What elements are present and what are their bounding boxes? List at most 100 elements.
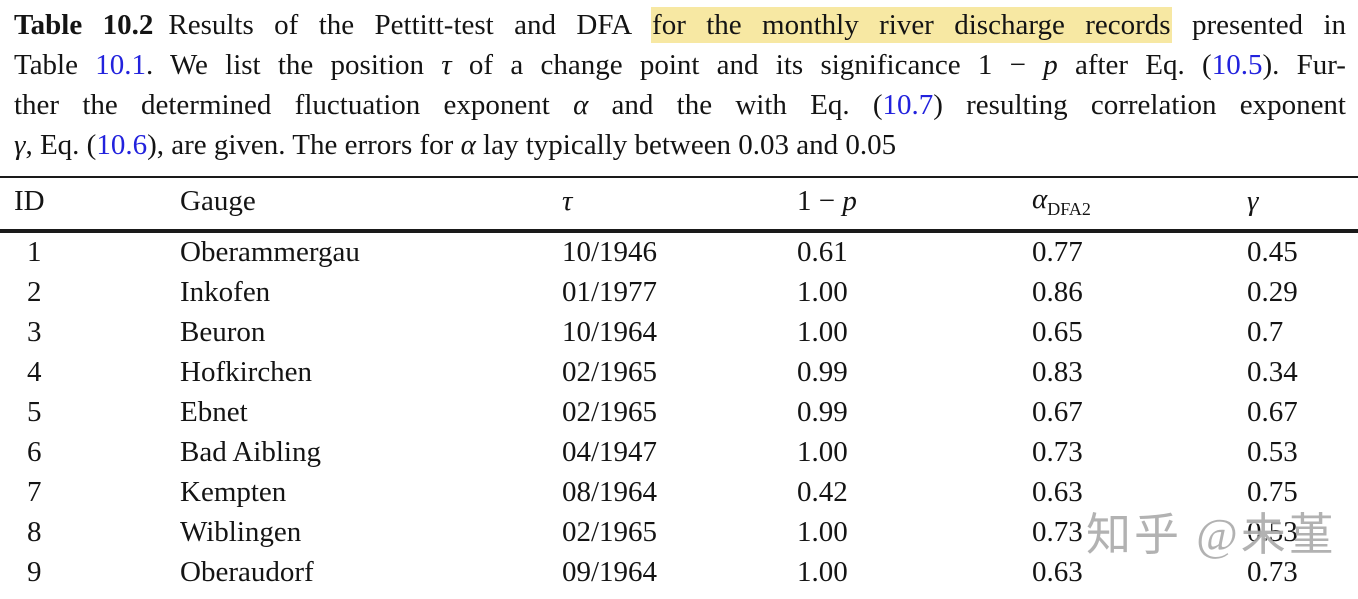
table-cell: 0.86 xyxy=(1032,276,1083,309)
caption-line-4: γ, Eq. (10.6), are given. The errors for… xyxy=(14,125,1346,165)
table-row: 2 Inkofen 01/1977 1.00 0.86 0.29 xyxy=(0,273,1358,313)
table-cell: Ebnet xyxy=(180,396,248,429)
table-cell: 0.83 xyxy=(1032,356,1083,389)
table-row: 9 Oberaudorf 09/1964 1.00 0.63 0.73 xyxy=(0,553,1358,593)
table-cell: 8 xyxy=(27,516,42,549)
symbol-p: p xyxy=(842,184,857,217)
caption-text: ), are given. The errors for xyxy=(147,129,461,161)
table-cell: 1.00 xyxy=(797,436,848,469)
table-cell: 0.75 xyxy=(1247,476,1298,509)
caption-line-3: ther the determined fluctuation exponent… xyxy=(14,85,1346,125)
eq-ref-link[interactable]: 10.5 xyxy=(1211,49,1263,81)
results-table: ID Gauge τ 1 − p αDFA2 γ 1 Oberammergau 10… xyxy=(0,176,1358,593)
caption-text: of a change point and its significance 1… xyxy=(451,49,1044,81)
table-cell: Bad Aibling xyxy=(180,436,321,469)
table-ref-link[interactable]: 10.1 xyxy=(95,49,146,81)
table-cell: 0.63 xyxy=(1032,476,1083,509)
table-row: 5 Ebnet 02/1965 0.99 0.67 0.67 xyxy=(0,393,1358,433)
table-cell: 7 xyxy=(27,476,42,509)
symbol-alpha: α xyxy=(460,129,476,161)
table-row: 7 Kempten 08/1964 0.42 0.63 0.75 xyxy=(0,473,1358,513)
col-header-tau: τ xyxy=(562,177,797,231)
table-cell: 0.7 xyxy=(1247,316,1284,349)
symbol-p: p xyxy=(1043,49,1058,81)
table-row: 8 Wiblingen 02/1965 1.00 0.73 0.53 xyxy=(0,513,1358,553)
table-cell: 0.53 xyxy=(1247,516,1298,549)
caption-text: Table xyxy=(14,49,96,81)
table-cell: 01/1977 xyxy=(562,276,658,309)
alpha-subscript: DFA2 xyxy=(1047,198,1091,219)
table-cell: 0.73 xyxy=(1032,516,1083,549)
table-cell: 04/1947 xyxy=(562,436,658,469)
table-row: 6 Bad Aibling 04/1947 1.00 0.73 0.53 xyxy=(0,433,1358,473)
table-cell: Oberammergau xyxy=(180,236,360,269)
caption-text: ther the determined fluctuation exponent xyxy=(14,89,574,121)
symbol-alpha: α xyxy=(573,89,589,121)
table-cell: 6 xyxy=(27,436,42,469)
table-cell: 02/1965 xyxy=(562,396,658,429)
eq-ref-link[interactable]: 10.6 xyxy=(96,129,148,161)
table-cell: 1.00 xyxy=(797,556,848,589)
col-header-gauge: Gauge xyxy=(180,184,256,217)
table-cell: 1.00 xyxy=(797,516,848,549)
col-header-alpha-dfa2: αDFA2 xyxy=(1032,177,1247,231)
table-cell: 0.34 xyxy=(1247,356,1298,389)
caption-text: and the with Eq. ( xyxy=(588,89,883,121)
table-cell: 0.45 xyxy=(1247,236,1298,269)
table-cell: 09/1964 xyxy=(562,556,658,589)
table-cell: Kempten xyxy=(180,476,287,509)
caption-text: , Eq. ( xyxy=(25,129,97,161)
table-cell: Inkofen xyxy=(180,276,271,309)
table-cell: 3 xyxy=(27,316,42,349)
table-cell: 9 xyxy=(27,556,42,589)
table-cell: Hofkirchen xyxy=(180,356,313,389)
table-cell: 0.67 xyxy=(1247,396,1298,429)
table-cell: 4 xyxy=(27,356,42,389)
table-cell: 2 xyxy=(27,276,42,309)
table-cell: 02/1965 xyxy=(562,356,658,389)
table-cell: 0.53 xyxy=(1247,436,1298,469)
table-body: 1 Oberammergau 10/1946 0.61 0.77 0.45 2 Inkofen… xyxy=(0,231,1358,593)
symbol-alpha: α xyxy=(1032,183,1048,215)
table-cell: 0.73 xyxy=(1247,556,1298,589)
table-cell: 1.00 xyxy=(797,316,848,349)
table-cell: 0.61 xyxy=(797,236,848,269)
symbol-gamma: γ xyxy=(1247,184,1259,217)
caption-text: ) resulting correlation exponent xyxy=(933,89,1346,121)
table-cell: 10/1946 xyxy=(562,236,658,269)
eq-ref-link[interactable]: 10.7 xyxy=(882,89,934,121)
table-label: Table 10.2 xyxy=(14,9,154,41)
table-cell: Beuron xyxy=(180,316,266,349)
table-cell: 08/1964 xyxy=(562,476,658,509)
table-cell: 0.73 xyxy=(1032,436,1083,469)
table-cell: 0.42 xyxy=(797,476,848,509)
symbol-tau: τ xyxy=(562,184,573,217)
caption-text: ). Fur- xyxy=(1262,49,1346,81)
caption-text: presented in xyxy=(1171,9,1347,41)
table-cell: 0.77 xyxy=(1032,236,1083,269)
table-row: 3 Beuron 10/1964 1.00 0.65 0.7 xyxy=(0,313,1358,353)
table-cell: 5 xyxy=(27,396,42,429)
table-cell: 10/1964 xyxy=(562,316,658,349)
table-cell: 0.65 xyxy=(1032,316,1083,349)
table-cell: 02/1965 xyxy=(562,516,658,549)
table-cell: 0.99 xyxy=(797,396,848,429)
table-cell: 1 xyxy=(27,236,42,269)
highlighted-text: for the monthly river discharge records xyxy=(651,7,1172,43)
col-header-gamma: γ xyxy=(1247,177,1358,231)
caption-text: Results of the Pettitt-test and DFA xyxy=(168,9,652,41)
caption-text: lay typically between 0.03 and 0.05 xyxy=(475,129,897,161)
caption-line-1: Table 10.2 Results of the Pettitt-test an… xyxy=(14,5,1346,45)
col-header-significance: 1 − p xyxy=(797,184,857,217)
table-cell: 0.99 xyxy=(797,356,848,389)
table-caption: Table 10.2 Results of the Pettitt-test an… xyxy=(0,0,1358,165)
caption-text: . We list the position xyxy=(146,49,442,81)
symbol-gamma: γ xyxy=(14,129,26,161)
col-header-id: ID xyxy=(14,184,45,217)
table-cell: 1.00 xyxy=(797,276,848,309)
table-row: 1 Oberammergau 10/1946 0.61 0.77 0.45 xyxy=(0,231,1358,273)
table-cell: Oberaudorf xyxy=(180,556,314,589)
table-cell: Wiblingen xyxy=(180,516,302,549)
zhihu-watermark: 知乎 @未堇 xyxy=(1086,510,1337,560)
